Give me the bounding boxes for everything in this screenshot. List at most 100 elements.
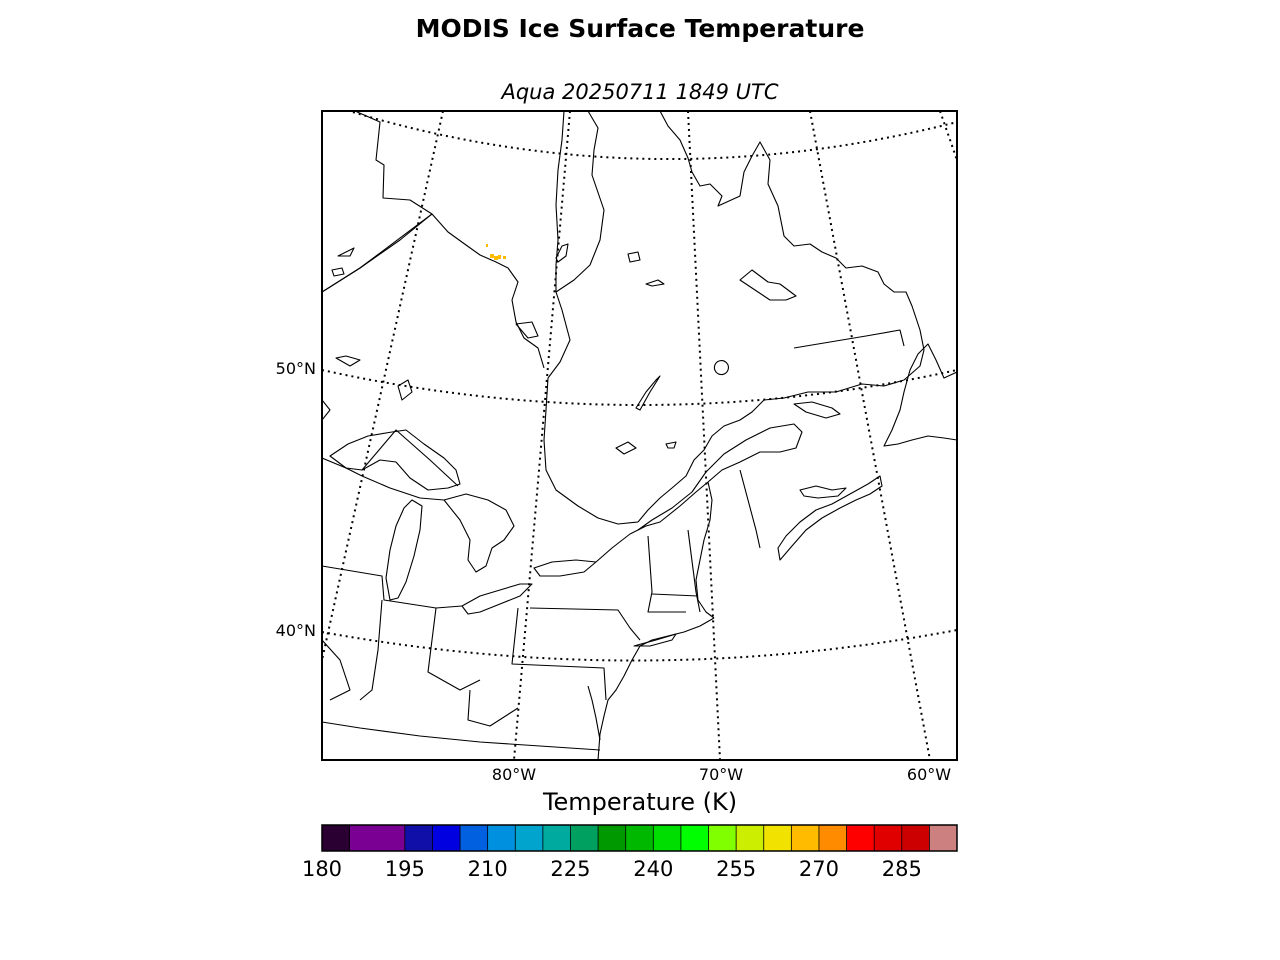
colorbar-segment (432, 825, 461, 851)
border-us-8 (322, 721, 601, 751)
border-us-4 (511, 607, 607, 701)
colorbar-tick-label: 255 (716, 857, 756, 881)
colorbar-segment (791, 825, 819, 851)
parallel-50n (322, 369, 957, 406)
temperature-pixels (486, 244, 506, 260)
lake-3 (555, 243, 569, 263)
manicouagan (713, 360, 729, 376)
lake-8 (335, 355, 361, 367)
ungava-bay (659, 111, 925, 351)
colorbar-segment (515, 825, 543, 851)
lake-huron (443, 493, 515, 573)
parallel-60n (345, 111, 957, 161)
border-manitoba-ontario (322, 213, 433, 293)
temp-pixel (498, 255, 501, 259)
colorbar-segment (929, 825, 957, 851)
border-us-9 (322, 639, 351, 701)
colorbar-segment (460, 825, 488, 851)
colorbar-frame (321, 824, 958, 852)
lake-5 (615, 441, 637, 455)
colorbar-tick-label: 225 (550, 857, 590, 881)
border-us-11 (651, 593, 699, 597)
meridian-90w (322, 111, 444, 661)
temp-pixel (486, 244, 488, 247)
colorbar-segment (874, 825, 902, 851)
political-boundaries (322, 213, 905, 751)
border-us-canada-west (322, 457, 445, 501)
hudson-bay-east-coast (547, 111, 571, 379)
colorbar-segment (763, 825, 792, 851)
colorbar-ticks: 180 195 210 225 240 255 270 285 (302, 857, 922, 881)
us-east-coast (597, 617, 715, 760)
colorbar-segment (736, 825, 764, 851)
ungava-coast (555, 111, 605, 293)
west-edge-coast (322, 399, 331, 421)
meridian-70w (687, 111, 721, 760)
temp-pixel (494, 256, 498, 260)
gulf-north-shore (637, 349, 925, 523)
hudson-bay-west-coast (354, 111, 545, 369)
border-us-6 (647, 535, 686, 613)
colorbar-segment (653, 825, 681, 851)
graticule-longitudes (322, 111, 957, 760)
coastlines (322, 111, 957, 760)
colorbar-segment (625, 825, 654, 851)
lat-label-50n: 50°N (276, 359, 316, 378)
lat-label-40n: 40°N (276, 621, 316, 640)
meridian-80w (513, 111, 571, 760)
newfoundland (883, 343, 957, 447)
colorbar-segment (322, 825, 350, 851)
colorbar-tick-label: 240 (633, 857, 673, 881)
colorbar-segment (708, 825, 737, 851)
lake-ontario (533, 559, 597, 577)
lon-label-80w: 80°W (492, 765, 536, 784)
colorbar-segment (818, 825, 847, 851)
parallel-40n (322, 629, 957, 662)
border-canada-maritimes (739, 469, 761, 549)
lake-erie (461, 583, 533, 615)
lon-label-60w: 60°W (907, 765, 951, 784)
colorbar-tick-label: 180 (302, 857, 342, 881)
lake-6 (739, 269, 797, 301)
lake-mistassini (635, 375, 661, 411)
lake-superior (329, 429, 461, 491)
border-quebec-labrador (793, 329, 905, 349)
colorbar-tick-label: 195 (385, 857, 425, 881)
border-us-2 (359, 599, 383, 701)
lake-2 (645, 279, 665, 287)
colorbar-tick-label: 210 (468, 857, 508, 881)
lake-michigan (385, 499, 423, 601)
colorbar-segment (487, 825, 516, 851)
border-us-1 (322, 565, 463, 609)
nova-scotia (777, 475, 883, 561)
colorbar-segment (349, 825, 405, 851)
great-lakes (329, 321, 597, 615)
lake-10 (331, 267, 345, 277)
colorbar-tick-label: 270 (799, 857, 839, 881)
border-us-7 (687, 529, 701, 613)
gaspe-coast (637, 423, 803, 531)
long-island (633, 633, 677, 647)
border-us-10 (467, 689, 519, 727)
colorbar (322, 825, 957, 851)
colorbar-segment (598, 825, 626, 851)
prince-edward-island (799, 485, 847, 499)
inland-lakes (331, 243, 797, 455)
colorbar-tick-label: 285 (882, 857, 922, 881)
lon-label-70w: 70°W (699, 765, 743, 784)
lake-7 (337, 247, 355, 257)
lake-1 (627, 251, 641, 263)
border-us-3 (427, 607, 481, 691)
colorbar-segment (404, 825, 433, 851)
temp-pixel (490, 254, 494, 258)
map-background (322, 111, 957, 760)
lake-4 (665, 441, 677, 449)
border-ontario-inner (361, 429, 459, 487)
colorbar-segment (542, 825, 571, 851)
maritimes-coast (695, 481, 715, 619)
figure-title: MODIS Ice Surface Temperature (415, 14, 865, 43)
map-frame (321, 110, 958, 761)
figure-subtitle: Aqua 20250711 1849 UTC (501, 80, 779, 104)
temp-pixel (503, 256, 506, 259)
